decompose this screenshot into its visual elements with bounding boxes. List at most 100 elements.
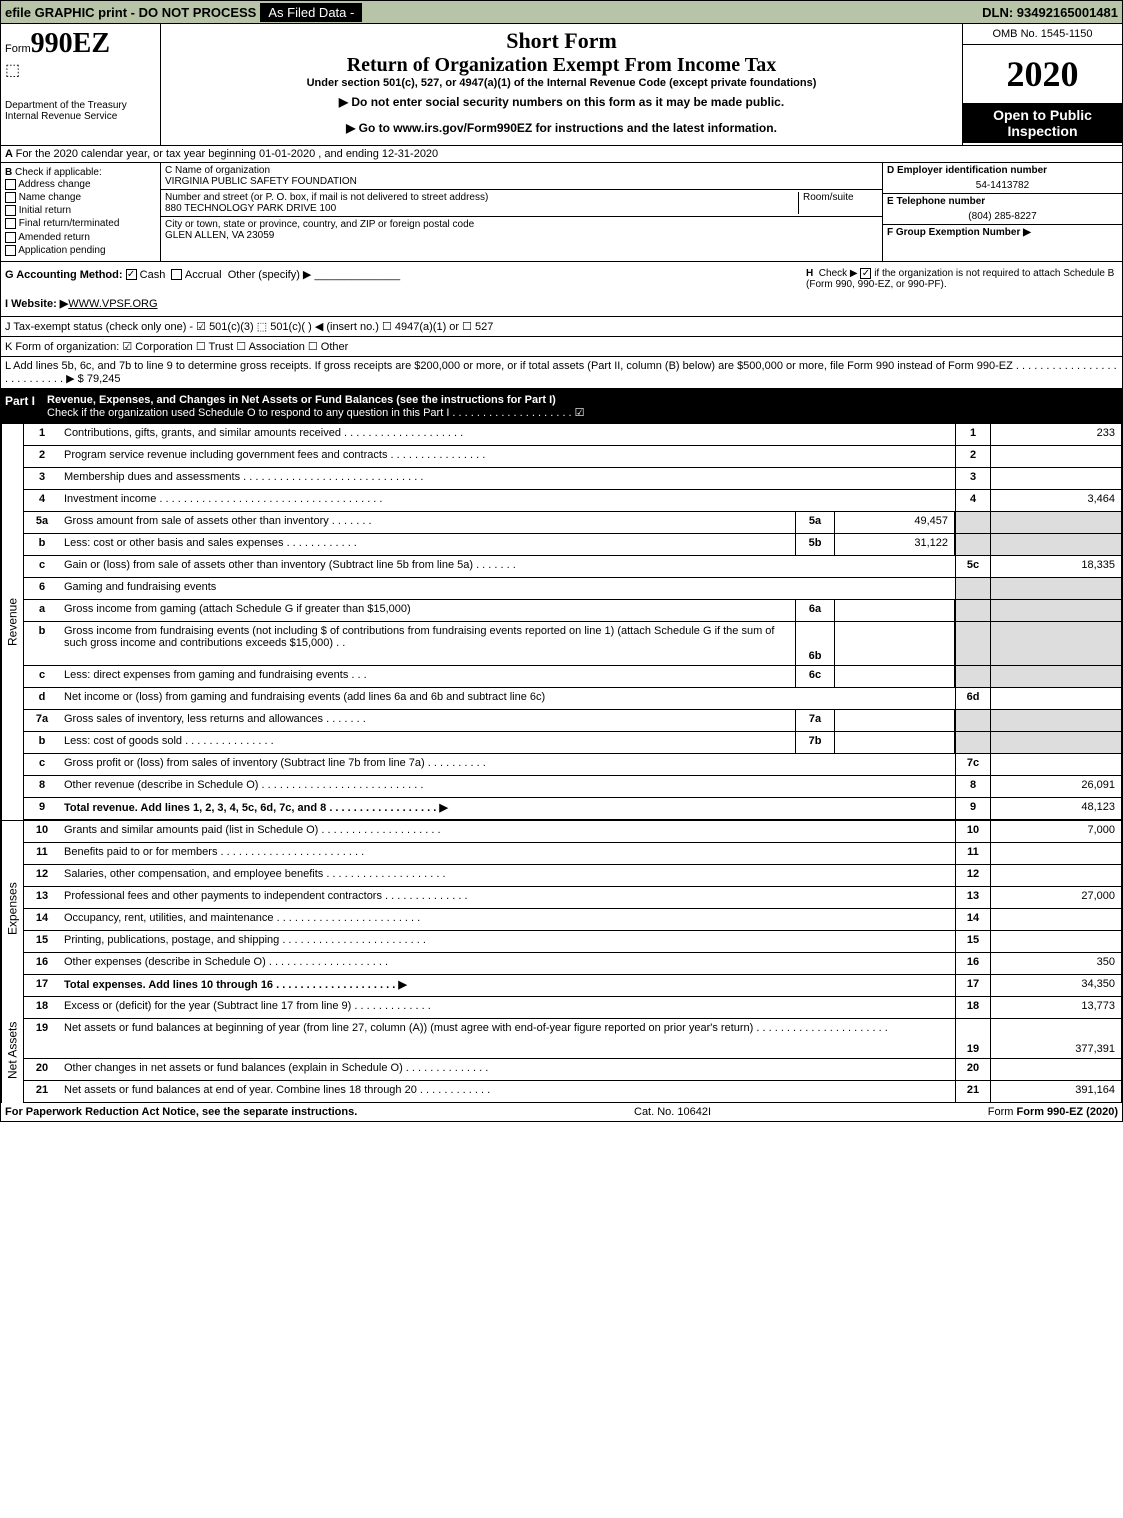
netassets-label: Net Assets: [1, 997, 23, 1103]
subval: 49,457: [835, 512, 955, 533]
line-13: 13Professional fees and other payments t…: [23, 887, 1122, 909]
checkbox[interactable]: [5, 232, 16, 243]
desc: Less: cost of goods sold . . . . . . . .…: [60, 732, 795, 753]
val: 391,164: [991, 1081, 1121, 1102]
col: 9: [955, 798, 991, 819]
checkbox[interactable]: [5, 205, 16, 216]
revenue-lines: 1Contributions, gifts, grants, and simil…: [23, 424, 1122, 820]
num: c: [24, 666, 60, 687]
desc: Professional fees and other payments to …: [60, 887, 955, 908]
irs-symbol: ⬚: [5, 60, 156, 80]
desc: Less: direct expenses from gaming and fu…: [60, 666, 795, 687]
shaded: [955, 710, 991, 731]
subval: [835, 666, 955, 687]
num: 18: [24, 997, 60, 1018]
num: 2: [24, 446, 60, 467]
row-j: J Tax-exempt status (check only one) - ☑…: [0, 317, 1123, 337]
efile-top-bar: efile GRAPHIC print - DO NOT PROCESS As …: [0, 0, 1123, 24]
line-12: 12Salaries, other compensation, and empl…: [23, 865, 1122, 887]
opt-address: Address change: [18, 179, 90, 190]
val: 13,773: [991, 997, 1121, 1018]
city-label: City or town, state or province, country…: [165, 219, 878, 230]
desc: Gaming and fundraising events: [60, 578, 955, 599]
form-prefix: Form: [5, 43, 31, 55]
num: 16: [24, 953, 60, 974]
val: 233: [991, 424, 1121, 445]
expenses-section: Expenses 10Grants and similar amounts pa…: [0, 820, 1123, 997]
sub: 6a: [795, 600, 835, 621]
name-label: C Name of organization: [165, 165, 878, 176]
row-g: G Accounting Method: ✓ Cash Accrual Othe…: [1, 262, 802, 316]
footer-mid: Cat. No. 10642I: [634, 1106, 711, 1118]
checkbox-h[interactable]: ✓: [860, 268, 871, 279]
checkbox[interactable]: [5, 218, 16, 229]
phone-label: E Telephone number: [887, 196, 985, 207]
col: 10: [955, 821, 991, 842]
line-7c: cGross profit or (loss) from sales of in…: [23, 754, 1122, 776]
checkbox-accrual[interactable]: [171, 269, 182, 280]
num: 8: [24, 776, 60, 797]
num: b: [24, 732, 60, 753]
line-9: 9Total revenue. Add lines 1, 2, 3, 4, 5c…: [23, 798, 1122, 820]
desc: Salaries, other compensation, and employ…: [60, 865, 955, 886]
line-16: 16Other expenses (describe in Schedule O…: [23, 953, 1122, 975]
checkbox[interactable]: [5, 192, 16, 203]
footer-right: Form Form 990-EZ (2020): [988, 1106, 1118, 1118]
desc: Investment income . . . . . . . . . . . …: [60, 490, 955, 511]
org-name: VIRGINIA PUBLIC SAFETY FOUNDATION: [165, 176, 878, 187]
g-other: Other (specify) ▶: [228, 269, 312, 281]
goto-link: ▶ Go to www.irs.gov/Form990EZ for instru…: [171, 115, 952, 141]
part1-title: Revenue, Expenses, and Changes in Net As…: [47, 394, 585, 419]
col: 4: [955, 490, 991, 511]
checkbox-cash[interactable]: ✓: [126, 269, 137, 280]
desc: Gain or (loss) from sale of assets other…: [60, 556, 955, 577]
desc: Gross amount from sale of assets other t…: [60, 512, 795, 533]
line-14: 14Occupancy, rent, utilities, and mainte…: [23, 909, 1122, 931]
desc: Net assets or fund balances at beginning…: [60, 1019, 955, 1058]
num: b: [24, 622, 60, 665]
sub: 6b: [795, 622, 835, 665]
subval: [835, 622, 955, 665]
part1-check: Check if the organization used Schedule …: [47, 407, 585, 419]
checkbox[interactable]: [5, 179, 16, 190]
shaded: [991, 534, 1121, 555]
row-a-text: For the 2020 calendar year, or tax year …: [16, 148, 439, 160]
tax-year: 2020: [963, 45, 1122, 103]
ein-value: 54-1413782: [887, 176, 1118, 191]
line-5b: bLess: cost or other basis and sales exp…: [23, 534, 1122, 556]
num: 21: [24, 1081, 60, 1102]
return-title: Return of Organization Exempt From Incom…: [171, 54, 952, 77]
header-left: Form990EZ ⬚ Department of the Treasury I…: [1, 24, 161, 145]
line-5c: cGain or (loss) from sale of assets othe…: [23, 556, 1122, 578]
line-6d: dNet income or (loss) from gaming and fu…: [23, 688, 1122, 710]
subval: [835, 710, 955, 731]
shaded: [991, 512, 1121, 533]
line-3: 3Membership dues and assessments . . . .…: [23, 468, 1122, 490]
desc: Benefits paid to or for members . . . . …: [60, 843, 955, 864]
dln-label: DLN: 93492165001481: [982, 5, 1122, 20]
opt-final: Final return/terminated: [19, 219, 120, 230]
col: 16: [955, 953, 991, 974]
shaded: [991, 710, 1121, 731]
opt-amended: Amended return: [18, 232, 90, 243]
subval: [835, 600, 955, 621]
col: 8: [955, 776, 991, 797]
checkbox[interactable]: [5, 245, 16, 256]
i-label: I Website: ▶: [5, 298, 68, 310]
val: [991, 843, 1121, 864]
row-h: H Check ▶ ✓ if the organization is not r…: [802, 262, 1122, 316]
num: 5a: [24, 512, 60, 533]
row-k: K Form of organization: ☑ Corporation ☐ …: [0, 337, 1123, 357]
desc: Gross sales of inventory, less returns a…: [60, 710, 795, 731]
form-number: 990EZ: [31, 28, 110, 59]
opt-pending: Application pending: [18, 245, 105, 256]
line-6a: aGross income from gaming (attach Schedu…: [23, 600, 1122, 622]
g-cash: Cash: [140, 269, 166, 281]
col: 14: [955, 909, 991, 930]
row-l: L Add lines 5b, 6c, and 7b to line 9 to …: [0, 357, 1123, 389]
num: 20: [24, 1059, 60, 1080]
shaded: [991, 732, 1121, 753]
col: 18: [955, 997, 991, 1018]
desc: Other expenses (describe in Schedule O) …: [60, 953, 955, 974]
num: 9: [24, 798, 60, 819]
